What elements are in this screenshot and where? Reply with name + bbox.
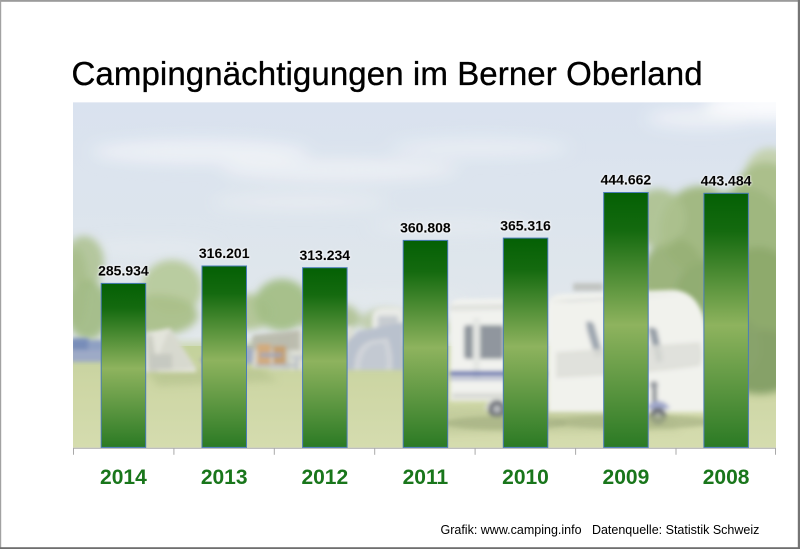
svg-text:2013: 2013 — [201, 466, 248, 489]
svg-text:Campingnächtigungen im Berner: Campingnächtigungen im Berner Oberland — [72, 55, 703, 92]
svg-text:443.484: 443.484 — [701, 173, 752, 189]
svg-text:2010: 2010 — [502, 466, 549, 489]
svg-text:2014: 2014 — [100, 466, 147, 489]
svg-text:360.808: 360.808 — [400, 220, 451, 236]
svg-text:2009: 2009 — [603, 466, 650, 489]
svg-text:2011: 2011 — [403, 466, 449, 489]
svg-text:316.201: 316.201 — [199, 245, 250, 261]
svg-text:444.662: 444.662 — [601, 172, 652, 188]
svg-text:313.234: 313.234 — [299, 247, 350, 263]
svg-text:Grafik: www.camping.info Dat: Grafik: www.camping.info Datenquelle: St… — [441, 523, 760, 537]
svg-text:2008: 2008 — [703, 466, 750, 489]
svg-text:285.934: 285.934 — [98, 263, 149, 279]
svg-text:2012: 2012 — [301, 466, 348, 489]
svg-text:365.316: 365.316 — [500, 217, 551, 233]
